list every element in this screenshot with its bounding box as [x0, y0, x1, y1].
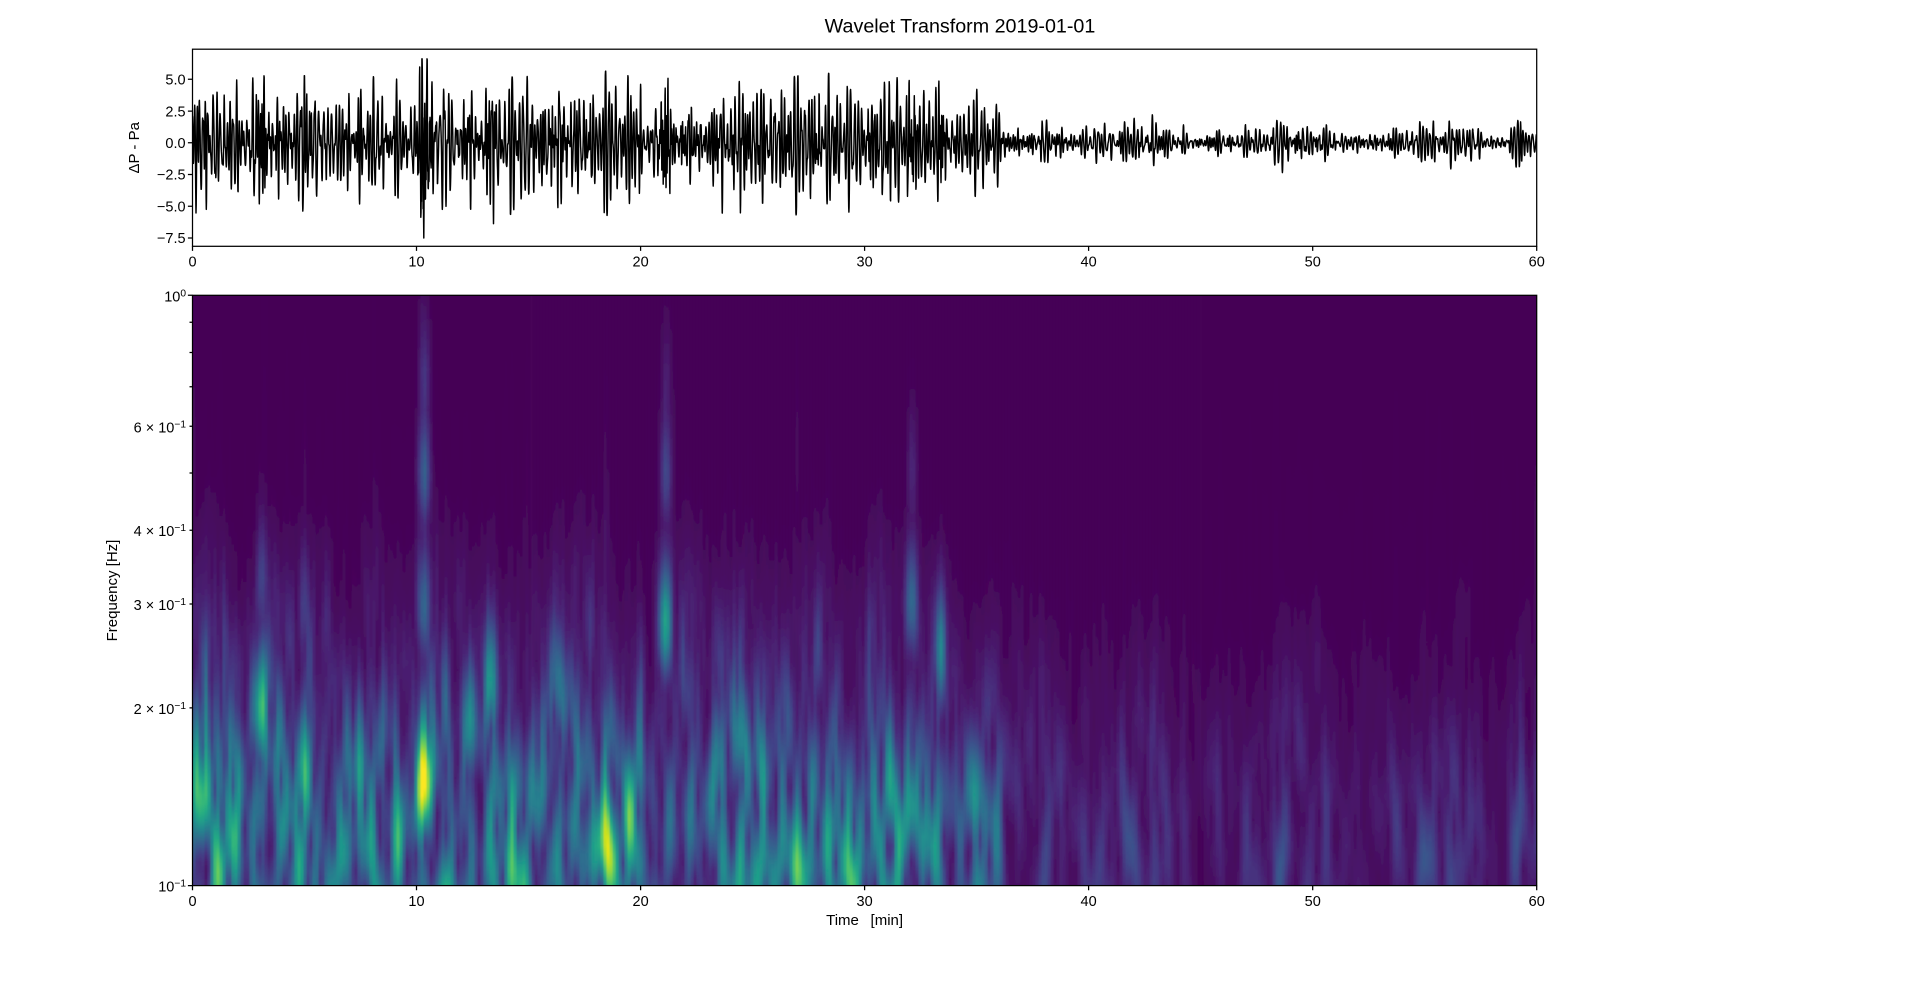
svg-text:10: 10: [408, 255, 424, 271]
svg-text:Wavelet Transform 2019-01-01: Wavelet Transform 2019-01-01: [825, 16, 1096, 38]
svg-text:40: 40: [1081, 255, 1097, 271]
svg-text:5.0: 5.0: [165, 73, 185, 89]
svg-text:60: 60: [1529, 894, 1545, 910]
svg-text:6 × 10−1: 6 × 10−1: [134, 419, 187, 436]
svg-text:30: 30: [857, 255, 873, 271]
svg-text:0: 0: [188, 894, 196, 910]
svg-text:60: 60: [1529, 255, 1545, 271]
svg-text:50: 50: [1305, 894, 1321, 910]
svg-text:−5.0: −5.0: [157, 200, 186, 216]
svg-text:40: 40: [1081, 894, 1097, 910]
svg-text:2.5: 2.5: [165, 104, 185, 120]
svg-text:0: 0: [188, 255, 196, 271]
svg-text:3 × 10−1: 3 × 10−1: [134, 597, 187, 614]
svg-text:0.0: 0.0: [165, 136, 185, 152]
svg-text:2 × 10−1: 2 × 10−1: [134, 701, 187, 718]
svg-text:4 × 10−1: 4 × 10−1: [134, 523, 187, 540]
svg-text:50: 50: [1305, 255, 1321, 271]
svg-text:20: 20: [633, 894, 649, 910]
svg-text:30: 30: [857, 894, 873, 910]
svg-text:Time [min]: Time [min]: [826, 912, 903, 929]
svg-text:−7.5: −7.5: [157, 231, 186, 247]
svg-text:−2.5: −2.5: [157, 168, 186, 184]
svg-text:20: 20: [633, 255, 649, 271]
svg-text:Frequency [Hz]: Frequency [Hz]: [104, 540, 121, 642]
svg-text:10: 10: [408, 894, 424, 910]
svg-text:ΔP - Pa: ΔP - Pa: [126, 121, 143, 173]
